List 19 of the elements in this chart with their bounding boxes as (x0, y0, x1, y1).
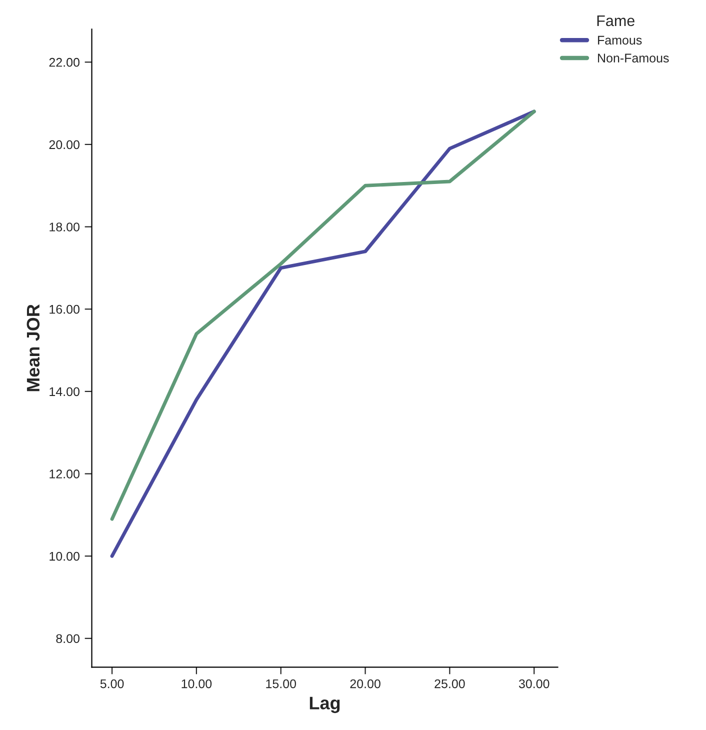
x-tick-label: 10.00 (182, 679, 212, 688)
legend-title: Fame (597, 15, 634, 26)
x-tick-label: 5.00 (100, 679, 124, 688)
y-tick-label: 8.00 (56, 634, 80, 644)
y-tick-label: 12.00 (50, 470, 80, 478)
x-tick-label: 30.00 (518, 679, 550, 688)
y-tick-label: 16.00 (50, 304, 80, 314)
x-axis-title: Lag (310, 696, 340, 714)
y-tick-label: 20.00 (49, 140, 80, 150)
y-axis-title: Mean JOR (26, 304, 40, 392)
legend-label: Famous (598, 36, 642, 45)
y-tick-label: 14.00 (50, 387, 80, 396)
x-tick-label: 20.00 (350, 679, 380, 688)
x-tick-label: 25.00 (434, 679, 465, 688)
y-tick-label: 18.00 (50, 222, 80, 232)
x-tick-label: 15.00 (266, 679, 296, 688)
legend-label: Non-Famous (598, 54, 669, 63)
y-tick-label: 10.00 (50, 552, 80, 561)
y-tick-label: 22.00 (49, 58, 80, 67)
